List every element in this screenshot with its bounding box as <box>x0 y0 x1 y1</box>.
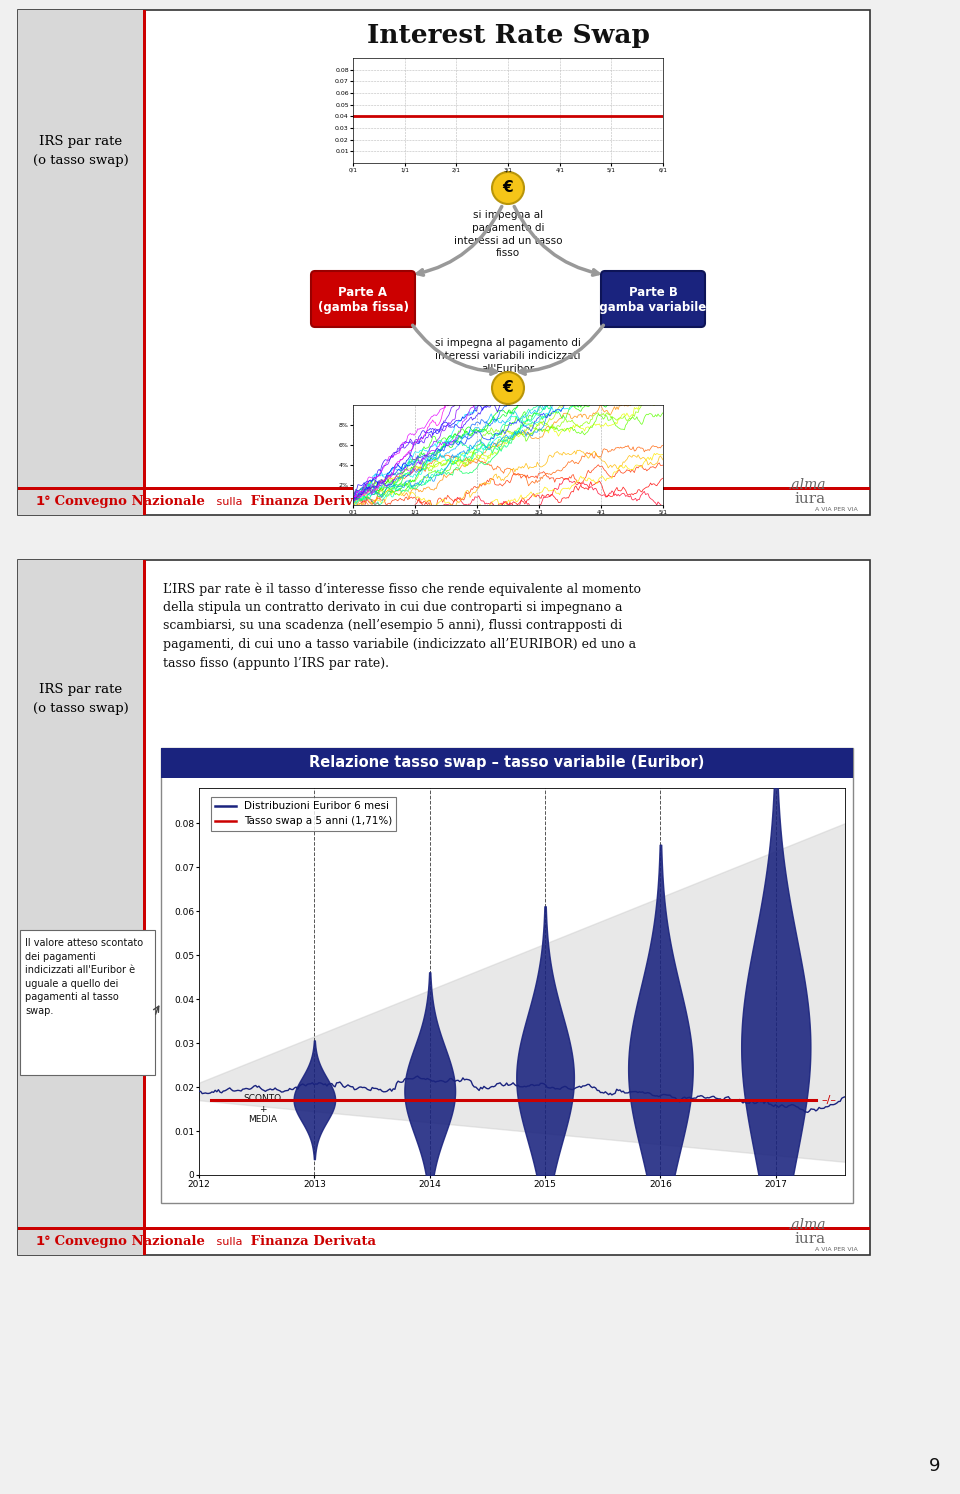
Text: IRS par rate
(o tasso swap): IRS par rate (o tasso swap) <box>33 136 129 167</box>
Text: Convegno Nazionale: Convegno Nazionale <box>50 495 204 508</box>
Text: sulla: sulla <box>213 1237 243 1247</box>
Legend: Distribuzioni Euribor 6 mesi, Tasso swap a 5 anni (1,71%): Distribuzioni Euribor 6 mesi, Tasso swap… <box>210 798 396 831</box>
Bar <box>161 748 853 1203</box>
Circle shape <box>492 372 524 403</box>
Bar <box>18 10 143 515</box>
Bar <box>18 1227 870 1230</box>
Text: IRS par rate
(o tasso swap): IRS par rate (o tasso swap) <box>33 683 129 716</box>
Text: €: € <box>503 381 514 396</box>
Text: 1°: 1° <box>36 495 52 508</box>
Bar <box>18 10 870 515</box>
Circle shape <box>492 172 524 205</box>
Text: –/–: –/– <box>822 1095 837 1104</box>
Bar <box>18 560 143 1255</box>
Text: iura: iura <box>794 492 826 506</box>
Text: Finanza Derivata: Finanza Derivata <box>246 1236 376 1247</box>
Text: si impegna al pagamento di
interessi variabili indicizzati
all'Euribor: si impegna al pagamento di interessi var… <box>435 338 581 374</box>
Bar <box>143 560 146 1255</box>
Bar <box>20 929 155 1076</box>
Text: Interest Rate Swap: Interest Rate Swap <box>367 24 649 48</box>
Text: sulla: sulla <box>213 498 243 506</box>
Bar <box>18 487 870 490</box>
FancyBboxPatch shape <box>311 270 415 327</box>
Text: Convegno Nazionale: Convegno Nazionale <box>50 1236 204 1247</box>
Text: iura: iura <box>794 1233 826 1246</box>
Text: Relazione tasso swap – tasso variabile (Euribor): Relazione tasso swap – tasso variabile (… <box>309 756 705 771</box>
Text: 1°: 1° <box>36 1236 52 1247</box>
Text: Finanza Derivata: Finanza Derivata <box>246 495 376 508</box>
Text: Parte A
(gamba fissa): Parte A (gamba fissa) <box>318 285 409 314</box>
Text: .alma: .alma <box>788 478 827 492</box>
FancyBboxPatch shape <box>601 270 705 327</box>
Text: A VIA PER VIA: A VIA PER VIA <box>815 1247 857 1252</box>
Text: Parte B
(gamba variabile): Parte B (gamba variabile) <box>594 285 711 314</box>
Text: A VIA PER VIA: A VIA PER VIA <box>815 506 857 512</box>
Bar <box>18 560 870 1255</box>
Text: 9: 9 <box>929 1457 941 1475</box>
Text: si impegna al
pagamento di
interessi ad un tasso
fisso: si impegna al pagamento di interessi ad … <box>454 211 563 258</box>
Text: Il valore atteso scontato
dei pagamenti
indicizzati all'Euribor è
uguale a quell: Il valore atteso scontato dei pagamenti … <box>25 938 143 1016</box>
Text: €: € <box>503 181 514 196</box>
Text: SCONTO
+
MEDIA: SCONTO + MEDIA <box>244 1094 281 1123</box>
Text: .alma: .alma <box>788 1218 827 1233</box>
Bar <box>161 748 853 778</box>
Text: L’IRS par rate è il tasso d’interesse fisso che rende equivalente al momento
del: L’IRS par rate è il tasso d’interesse fi… <box>163 583 641 669</box>
Bar <box>143 10 146 515</box>
